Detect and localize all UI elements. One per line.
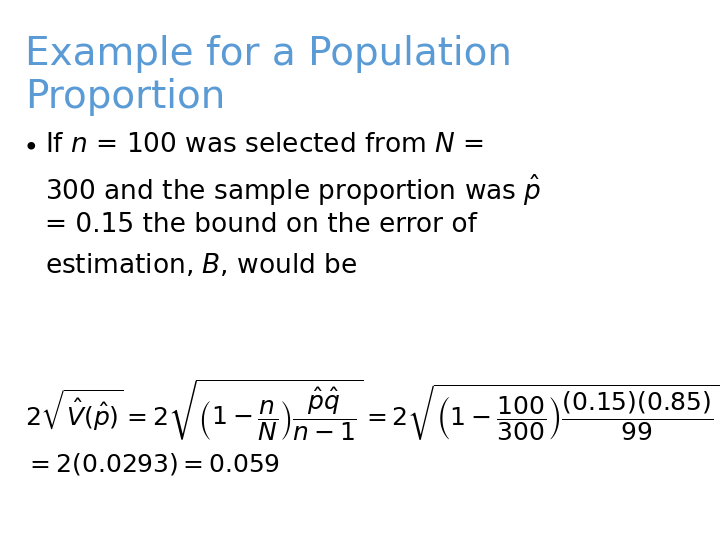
Text: $2\sqrt{\hat{V}(\hat{p})}=2\sqrt{\left(1-\dfrac{n}{N}\right)\dfrac{\hat{p}\hat{q: $2\sqrt{\hat{V}(\hat{p})}=2\sqrt{\left(1… (25, 378, 719, 443)
Text: If $n$ = 100 was selected from $N$ =: If $n$ = 100 was selected from $N$ = (45, 132, 484, 158)
Text: estimation, $B$, would be: estimation, $B$, would be (45, 252, 357, 279)
Text: Proportion: Proportion (25, 78, 225, 116)
Text: $=2(0.0293)=0.059$: $=2(0.0293)=0.059$ (25, 451, 279, 477)
Text: = 0.15 the bound on the error of: = 0.15 the bound on the error of (45, 212, 477, 238)
Text: $\bullet$: $\bullet$ (22, 132, 37, 158)
Text: 300 and the sample proportion was $\hat{p}$: 300 and the sample proportion was $\hat{… (45, 172, 541, 207)
Text: Example for a Population: Example for a Population (25, 35, 512, 73)
